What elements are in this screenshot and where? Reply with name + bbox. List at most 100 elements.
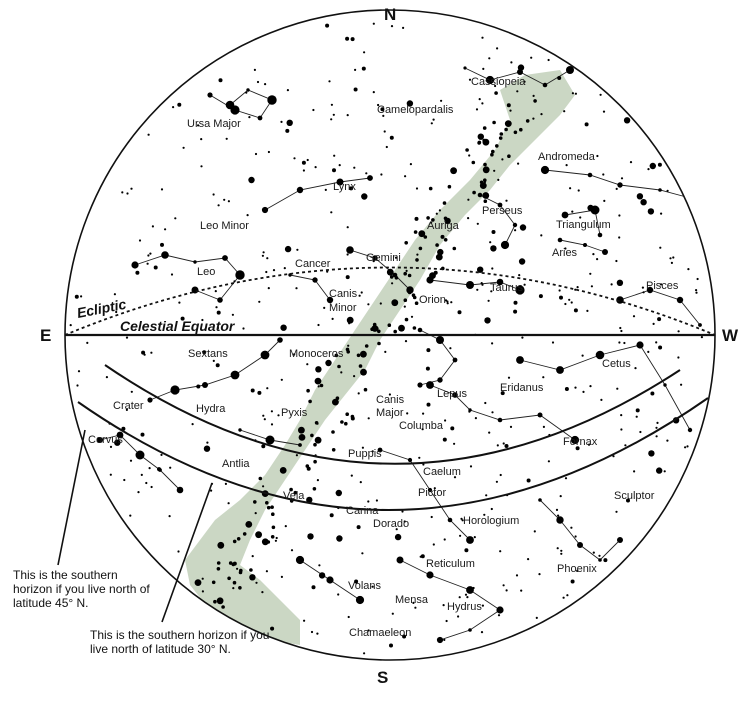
star [619, 326, 622, 330]
star [245, 91, 248, 94]
star [478, 98, 481, 101]
star [404, 317, 409, 322]
star [129, 459, 133, 462]
star [446, 300, 449, 303]
star [406, 100, 414, 107]
star [485, 494, 488, 497]
star [255, 581, 258, 584]
star [338, 164, 341, 167]
star [686, 194, 694, 202]
star [391, 299, 399, 307]
star [695, 289, 698, 292]
star [211, 580, 216, 585]
star [635, 408, 640, 413]
star [557, 514, 560, 517]
star [507, 154, 511, 158]
star [425, 366, 430, 371]
star [365, 172, 368, 175]
star [371, 450, 374, 453]
star [250, 388, 255, 393]
star [262, 414, 265, 417]
star [216, 597, 224, 605]
star [555, 508, 559, 511]
star [650, 391, 655, 396]
star [533, 99, 537, 103]
star [596, 154, 599, 158]
star [131, 261, 139, 269]
star [177, 102, 182, 107]
star [308, 399, 312, 404]
star [603, 558, 608, 563]
star [242, 327, 245, 330]
star [420, 554, 425, 559]
star [344, 421, 348, 426]
star [261, 538, 269, 546]
star [501, 158, 504, 161]
star [207, 92, 213, 98]
star [581, 354, 584, 357]
star [423, 235, 428, 239]
star [363, 51, 366, 54]
star [216, 567, 221, 571]
star [214, 290, 217, 293]
star [559, 495, 562, 498]
star [535, 616, 538, 620]
star [596, 258, 599, 261]
star [265, 435, 275, 445]
star [633, 470, 636, 473]
label-corvus: Corvus [88, 434, 123, 446]
star [618, 236, 621, 239]
star [328, 80, 331, 83]
star [275, 536, 278, 540]
star [477, 192, 483, 198]
star [260, 350, 270, 360]
star [513, 309, 518, 314]
horizon-45-line [77, 397, 709, 511]
star [472, 190, 476, 195]
star [647, 350, 650, 353]
star [426, 216, 430, 220]
star [520, 589, 523, 592]
star [676, 296, 684, 304]
star [380, 107, 385, 112]
label-canis-major-1: Canis [376, 394, 405, 406]
star [141, 350, 146, 355]
star [483, 178, 487, 182]
star [313, 442, 317, 447]
star [355, 595, 365, 605]
star [491, 149, 495, 154]
star [194, 579, 202, 586]
star [387, 323, 392, 328]
star [677, 330, 680, 333]
star [353, 375, 356, 378]
star [147, 133, 150, 136]
star [367, 500, 370, 503]
star [267, 150, 270, 154]
star [530, 56, 533, 59]
star [225, 137, 228, 140]
star [210, 489, 213, 492]
star [145, 481, 148, 485]
star [157, 467, 161, 472]
star [505, 199, 508, 202]
label-pyxis: Pyxis [281, 407, 308, 419]
star [356, 353, 361, 358]
star [196, 384, 201, 389]
label-perseus: Perseus [482, 205, 523, 217]
star [318, 572, 326, 579]
star [330, 211, 333, 214]
star [331, 317, 334, 320]
star [468, 588, 471, 591]
star [201, 577, 204, 580]
star [361, 446, 364, 449]
star [513, 130, 518, 135]
constellation-line [264, 177, 371, 211]
star [532, 117, 535, 120]
star [314, 377, 322, 385]
star [481, 604, 484, 607]
star [590, 285, 594, 288]
star [564, 302, 567, 306]
label-antlia: Antlia [222, 458, 250, 470]
star [238, 428, 242, 432]
star [410, 315, 414, 318]
